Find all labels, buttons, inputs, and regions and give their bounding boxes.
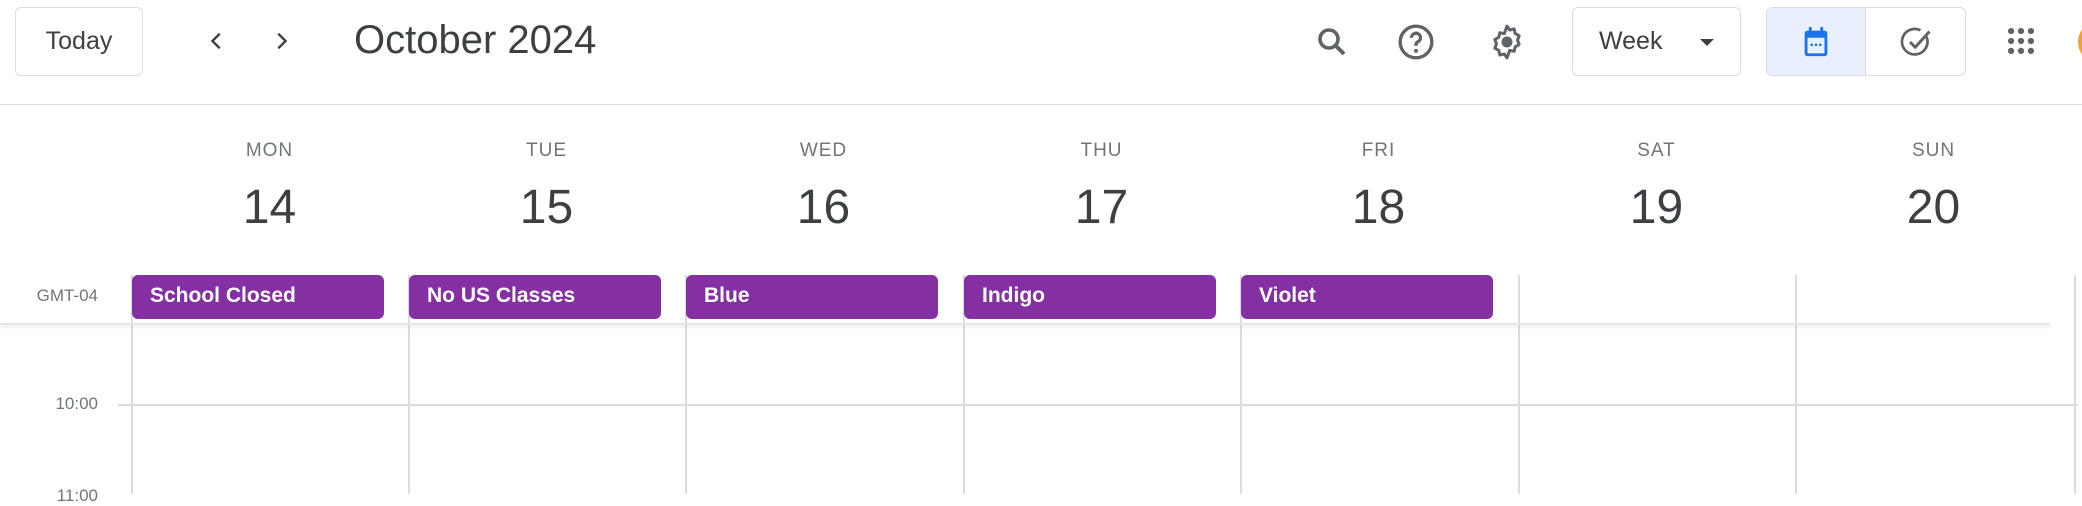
calendar-toggle-button[interactable] xyxy=(1767,8,1866,75)
day-name: FRI xyxy=(1361,140,1396,161)
day-number[interactable]: 16 xyxy=(796,181,851,234)
avatar[interactable] xyxy=(2078,20,2082,64)
day-header-sat[interactable]: SAT 19 xyxy=(1518,140,1795,235)
page-title: October 2024 xyxy=(354,18,597,62)
hour-line xyxy=(118,404,2078,406)
gear-icon[interactable] xyxy=(1487,22,1527,62)
view-select-dropdown[interactable]: Week xyxy=(1572,7,1741,76)
day-header-fri[interactable]: FRI 18 xyxy=(1240,140,1517,235)
day-number[interactable]: 15 xyxy=(519,181,574,234)
time-label: 11:00 xyxy=(56,486,98,505)
calendar-tasks-toggle xyxy=(1766,7,1966,76)
event-chip[interactable]: School Closed xyxy=(132,275,384,319)
day-header-mon[interactable]: MON 14 xyxy=(131,140,408,235)
event-chip[interactable]: No US Classes xyxy=(409,275,661,319)
dropdown-arrow-icon xyxy=(1700,39,1714,46)
today-button[interactable]: Today xyxy=(15,7,143,76)
day-header-sun[interactable]: SUN 20 xyxy=(1795,140,2072,235)
event-chip[interactable]: Indigo xyxy=(964,275,1216,319)
top-bar: Today October 2024 Week xyxy=(0,0,2082,105)
search-icon[interactable] xyxy=(1312,22,1352,62)
day-number[interactable]: 18 xyxy=(1351,181,1406,234)
grid-divider xyxy=(963,275,965,494)
day-name: TUE xyxy=(526,140,567,161)
event-chip[interactable]: Blue xyxy=(686,275,938,319)
day-header-tue[interactable]: TUE 15 xyxy=(408,140,685,235)
day-number[interactable]: 19 xyxy=(1629,181,1684,234)
grid-divider xyxy=(1795,275,1797,494)
allday-divider xyxy=(0,323,2050,325)
help-icon[interactable] xyxy=(1396,22,1436,62)
grid-divider xyxy=(408,275,410,494)
day-header-wed[interactable]: WED 16 xyxy=(685,140,962,235)
day-header-thu[interactable]: THU 17 xyxy=(963,140,1240,235)
grid-divider xyxy=(1518,275,1520,494)
view-select-value: Week xyxy=(1599,27,1663,55)
timezone-label: GMT-04 xyxy=(36,286,98,305)
event-chip[interactable]: Violet xyxy=(1241,275,1493,319)
day-name: SUN xyxy=(1911,140,1956,161)
time-label: 10:00 xyxy=(55,394,98,413)
day-name: MON xyxy=(245,140,294,161)
day-number[interactable]: 14 xyxy=(242,181,297,234)
chevron-right-icon[interactable] xyxy=(262,22,300,60)
chevron-left-icon[interactable] xyxy=(198,22,236,60)
calendar-icon xyxy=(1804,26,1828,56)
day-name: THU xyxy=(1080,140,1123,161)
tasks-icon xyxy=(1900,27,1931,56)
day-name: WED xyxy=(799,140,848,161)
day-number[interactable]: 17 xyxy=(1074,181,1129,234)
day-name: SAT xyxy=(1637,140,1676,161)
grid-divider xyxy=(685,275,687,494)
tasks-toggle-button[interactable] xyxy=(1866,8,1965,75)
apps-grid-icon[interactable] xyxy=(2001,21,2041,61)
day-number[interactable]: 20 xyxy=(1906,181,1961,234)
grid-divider xyxy=(1240,275,1242,494)
grid-divider xyxy=(2074,275,2076,494)
grid-divider xyxy=(131,275,133,494)
